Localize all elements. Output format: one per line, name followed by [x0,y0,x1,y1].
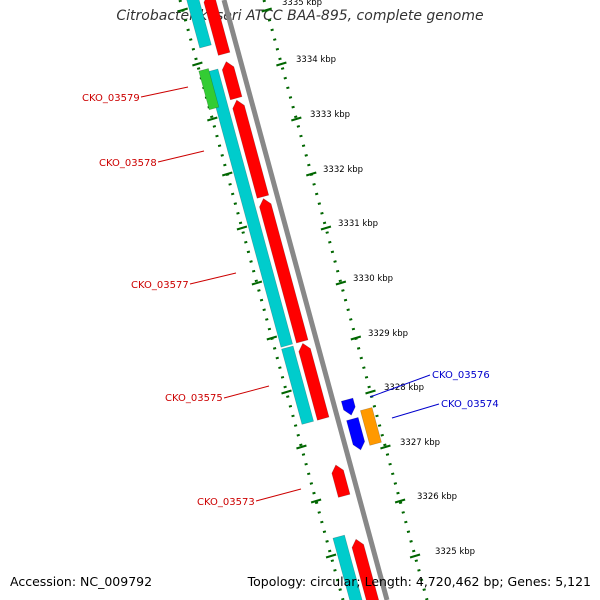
forward-cds [232,99,270,199]
tick-label: 3329 kbp [368,329,408,339]
cds-feature [205,68,293,348]
gene-leader-line [369,374,431,398]
forward-cds [203,0,231,56]
forward-cds [331,464,351,498]
feature-tracks [186,0,382,600]
tick-label: 3335 kbp [282,0,322,8]
tick-label: 3332 kbp [323,165,363,175]
other-gene [360,407,382,446]
gene-leader-line [391,403,440,419]
scale-rails [177,0,429,600]
left-tick-mark [296,444,307,450]
tick-label: 3331 kbp [338,219,378,229]
rrna-gene [198,68,220,111]
right-tick-mark [276,61,287,67]
right-tick-mark [380,444,391,450]
tick-label: 3330 kbp [353,274,393,284]
tick-label: 3333 kbp [310,110,350,120]
tick-label: 3327 kbp [400,438,440,448]
forward-cds [259,198,309,344]
right-tick-mark [320,225,332,231]
cds-feature [186,0,212,49]
gene-label: CKO_03579 [82,93,140,104]
gene-label: CKO_03573 [197,497,255,508]
gene-label: CKO_03574 [441,399,499,410]
gene-labels: CKO_03579 CKO_03578 CKO_03577 CKO_03575 CKO_… [82,86,499,508]
left-tick-mark [236,225,248,231]
tick-labels: 3335 kbp 3334 kbp 3333 kbp 3332 kbp 3331 kbp… [282,0,475,557]
tick-label: 3326 kbp [417,492,457,502]
forward-cds [221,61,243,101]
left-tick-mark [192,61,203,67]
left-tick-mark [251,280,263,286]
gene-leader-line [223,385,270,399]
genome-backbone [221,0,390,600]
right-scale-rail [262,0,429,600]
tick-label: 3328 kbp [384,383,424,393]
cds-feature [281,345,314,425]
reverse-cds [346,417,366,451]
tick-label: 3334 kbp [296,55,336,65]
left-tick-mark [325,553,337,559]
forward-cds [351,538,382,600]
right-tick-mark [305,171,317,177]
left-tick-mark [177,7,189,13]
forward-cds [298,342,330,421]
gene-label: CKO_03577 [131,280,189,291]
topology-text: Topology: circular; Length: 4,720,462 bp… [247,574,591,589]
right-tick-mark [335,280,347,286]
gene-leader-line [157,150,205,163]
left-scale-rail [178,0,345,600]
gene-label: CKO_03578 [99,158,157,169]
tick-label: 3325 kbp [435,547,475,557]
accession-text: Accession: NC_009792 [10,574,153,589]
right-tick-mark [394,498,406,504]
right-tick-mark [409,553,421,559]
right-tick-mark [365,389,376,395]
left-tick-mark [310,498,322,504]
gene-leader-line [255,488,302,502]
right-tick-mark [291,116,302,122]
reverse-cds [340,397,356,416]
right-tick-mark [261,7,273,13]
right-tick-mark [350,335,362,341]
cds-feature [332,534,367,600]
gene-leader-line [140,86,189,98]
gene-label: CKO_03576 [432,370,490,381]
left-tick-mark [207,116,218,122]
gene-leader-line [189,272,237,285]
left-tick-mark [281,389,292,395]
gene-label: CKO_03575 [165,393,223,404]
left-tick-mark [266,335,278,341]
left-tick-mark [221,171,233,177]
